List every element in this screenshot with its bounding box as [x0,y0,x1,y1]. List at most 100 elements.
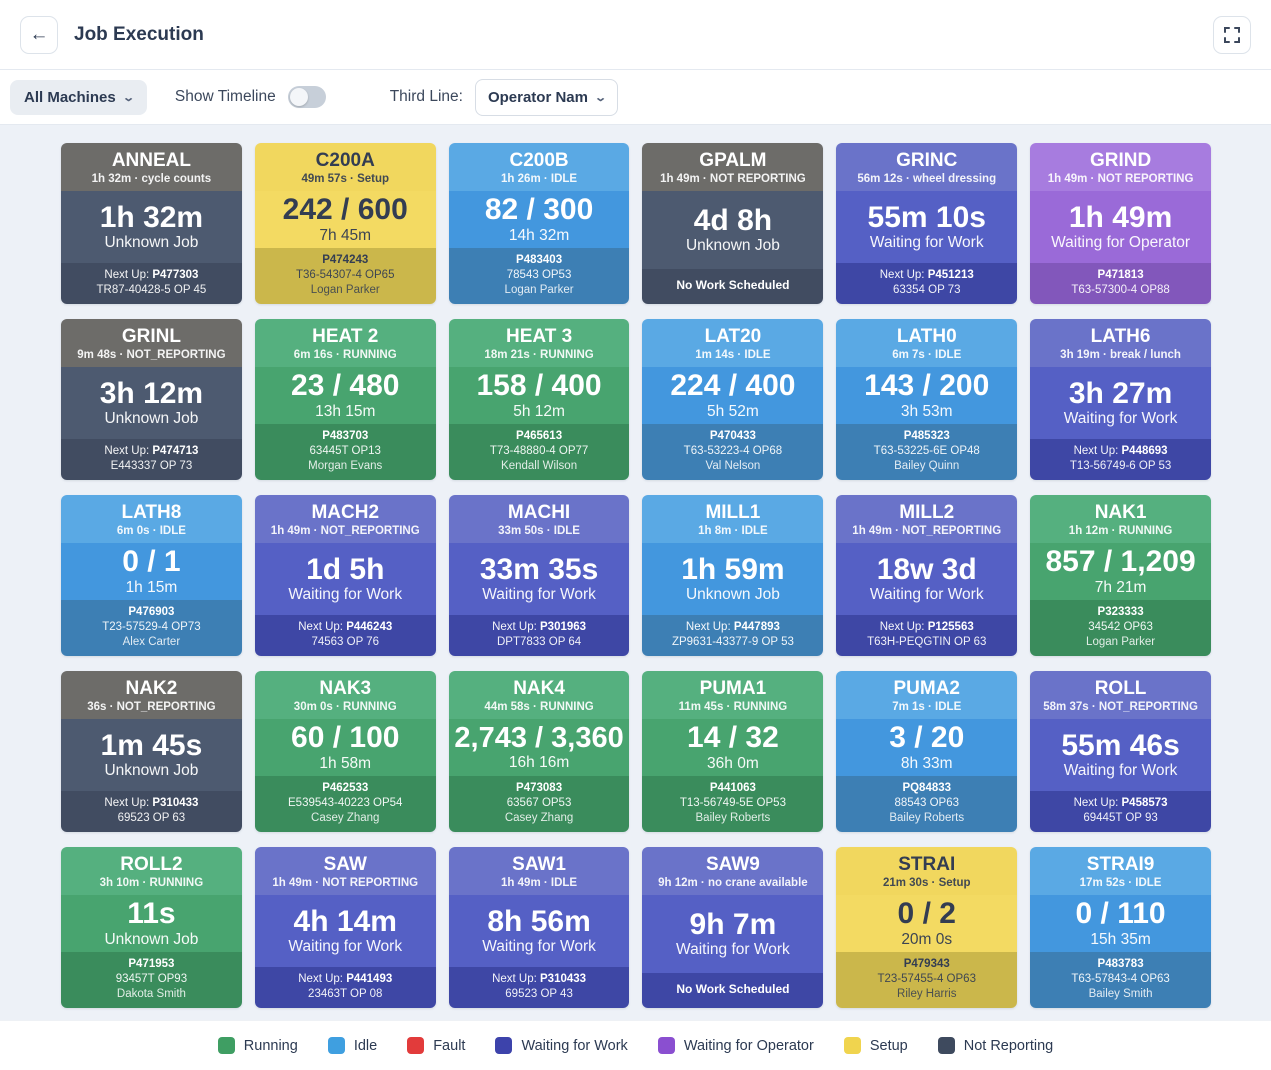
footer-job-line: P441063 [647,781,818,796]
back-button[interactable]: ← [20,15,58,54]
tile-header: LATH6 3h 19m · break / lunch [1030,319,1211,367]
legend-label: Waiting for Operator [683,1037,814,1054]
machine-name: NAK2 [125,678,178,699]
machine-tile[interactable]: GRIND 1h 49m · NOT REPORTING 1h 49m Wait… [1030,143,1211,304]
machine-name: NAK3 [319,678,372,699]
tile-body: 1d 5h Waiting for Work [254,542,436,616]
filter-toolbar: All Machines ⌄ Show Timeline Third Line:… [0,70,1271,125]
machine-secondary-label: 5h 52m [707,402,759,420]
legend-swatch-icon [843,1037,861,1054]
machine-tile[interactable]: NAK2 36s · NOT_REPORTING 1m 45s Unknown … [61,671,242,832]
machine-primary-value: 143 / 200 [864,369,990,403]
machine-tile[interactable]: GRINC 56m 12s · wheel dressing 55m 10s W… [836,143,1018,304]
next-up-label: Next Up: [1073,797,1122,810]
machine-tile[interactable]: NAK4 44m 58s · RUNNING 2,743 / 3,360 16h… [448,671,630,832]
tile-header: LATH8 6m 0s · IDLE [61,495,242,543]
machine-tile[interactable]: LATH0 6m 7s · IDLE 143 / 200 3h 53m P485… [836,319,1018,480]
footer-job-line: P323333 [1035,605,1206,620]
tile-header: NAK1 1h 12m · RUNNING [1030,495,1211,543]
machine-tile[interactable]: SAW 1h 49m · NOT REPORTING 4h 14m Waitin… [254,847,436,1008]
machine-tile[interactable]: HEAT 3 18m 21s · RUNNING 158 / 400 5h 12… [448,319,630,480]
machine-tile[interactable]: MILL1 1h 8m · IDLE 1h 59m Unknown Job Ne… [642,495,824,656]
legend-label: Waiting for Work [521,1037,628,1054]
machine-name: PUMA1 [699,678,767,699]
machine-name: PUMA2 [893,678,960,699]
machine-status-subtitle: 6m 7s · IDLE [892,348,962,361]
machine-status-subtitle: 44m 58s · RUNNING [484,700,594,713]
part-number: T63-57843-4 OP63 [1071,973,1170,986]
tile-body: 1h 59m Unknown Job [642,542,824,616]
job-number: P458573 [1121,797,1168,810]
machine-status-subtitle: 1h 49m · IDLE [501,876,578,889]
machine-primary-value: 1h 49m [1068,200,1173,234]
legend-item: Not Reporting [937,1037,1053,1054]
machine-tile[interactable]: SAW9 9h 12m · no crane available 9h 7m W… [642,847,824,1008]
third-line-dropdown[interactable]: Operator Nam ⌄ [474,78,619,116]
machine-tile[interactable]: PUMA1 11m 45s · RUNNING 14 / 32 36h 0m P… [642,671,824,832]
machine-status-subtitle: 30m 0s · RUNNING [293,700,397,713]
machine-tile[interactable]: MACH2 1h 49m · NOT_REPORTING 1d 5h Waiti… [254,495,436,656]
machine-secondary-label: 20m 0s [901,930,953,948]
machine-tile[interactable]: C200B 1h 26m · IDLE 82 / 300 14h 32m P48… [448,143,630,304]
tile-footer: Next Up: P451213 63354 OP 73 [836,263,1018,304]
machine-tile[interactable]: MILL2 1h 49m · NOT_REPORTING 18w 3d Wait… [836,495,1018,656]
tile-footer: Next Up: P441493 23463T OP 08 [254,967,436,1008]
machine-tile[interactable]: SAW1 1h 49m · IDLE 8h 56m Waiting for Wo… [448,847,630,1008]
machine-secondary-label: 5h 12m [513,402,565,420]
machine-status-subtitle: 1h 49m · NOT_REPORTING [852,524,1002,537]
tile-footer: P485323 T63-53225-6E OP48 Bailey Quinn [836,424,1018,480]
machine-secondary-label: Waiting for Work [869,234,984,252]
tile-header: ROLL 58m 37s · NOT_REPORTING [1030,671,1211,719]
machine-primary-value: 11s [127,897,176,931]
job-number: P476903 [128,606,175,619]
machine-tile[interactable]: GPALM 1h 49m · NOT REPORTING 4d 8h Unkno… [642,143,824,304]
machine-tile[interactable]: ROLL 58m 37s · NOT_REPORTING 55m 46s Wai… [1030,671,1211,832]
machine-tile[interactable]: GRINL 9m 48s · NOT_REPORTING 3h 12m Unkn… [61,319,242,480]
third-line-label: Third Line: [389,88,463,105]
tile-footer: Next Up: P448693 T13-56749-6 OP 53 [1030,439,1211,480]
machine-name: ROLL2 [120,854,183,875]
machine-tile[interactable]: HEAT 2 6m 16s · RUNNING 23 / 480 13h 15m… [254,319,436,480]
machine-name: MILL2 [899,502,955,523]
machine-name: GRIND [1089,150,1152,171]
machine-name: LAT20 [704,326,762,347]
next-up-label: Next Up: [298,973,347,986]
machine-primary-value: 4h 14m [293,904,397,938]
machine-tile[interactable]: C200A 49m 57s · Setup 242 / 600 7h 45m P… [254,143,436,304]
machine-status-subtitle: 6m 0s · IDLE [116,524,186,537]
machine-secondary-label: 1h 58m [319,754,372,772]
machine-tile[interactable]: PUMA2 7m 1s · IDLE 3 / 20 8h 33m PQ84833… [836,671,1018,832]
machine-tile[interactable]: MACHI 33m 50s · IDLE 33m 35s Waiting for… [448,495,630,656]
job-number: P447893 [733,621,780,634]
machine-tile[interactable]: ROLL2 3h 10m · RUNNING 11s Unknown Job P… [61,847,242,1008]
tile-footer: Next Up: P447893 ZP9631-43377-9 OP 53 [642,615,824,656]
machine-secondary-label: Waiting for Work [869,586,984,604]
machine-name: STRAI9 [1086,854,1155,875]
tile-header: LATH0 6m 7s · IDLE [836,319,1018,367]
tile-body: 0 / 2 20m 0s [836,894,1018,953]
no-work-message: No Work Scheduled [676,278,790,293]
operator-name: Dakota Smith [116,988,186,1001]
machines-filter-dropdown[interactable]: All Machines ⌄ [10,79,147,115]
operator-name: Bailey Smith [1088,988,1153,1001]
next-up-label: Next Up: [685,621,734,634]
machine-secondary-label: Waiting for Work [676,941,790,959]
job-number: P441063 [709,782,756,795]
machine-tile[interactable]: LATH8 6m 0s · IDLE 0 / 1 1h 15m P476903 T… [61,495,242,656]
machine-tile[interactable]: NAK1 1h 12m · RUNNING 857 / 1,209 7h 21m… [1030,495,1211,656]
machine-tile[interactable]: NAK3 30m 0s · RUNNING 60 / 100 1h 58m P4… [254,671,436,832]
next-up-label: Next Up: [879,269,928,282]
machine-tile[interactable]: ANNEAL 1h 32m · cycle counts 1h 32m Unkn… [61,143,242,304]
machine-secondary-label: 13h 15m [315,402,376,420]
show-timeline-toggle[interactable] [287,86,326,108]
fullscreen-button[interactable] [1213,15,1251,54]
tile-body: 18w 3d Waiting for Work [836,542,1018,616]
fullscreen-icon [1224,26,1240,43]
machine-tile[interactable]: LAT20 1m 14s · IDLE 224 / 400 5h 52m P47… [642,319,824,480]
machine-tile[interactable]: LATH6 3h 19m · break / lunch 3h 27m Wait… [1030,319,1211,480]
machine-tile[interactable]: STRAI 21m 30s · Setup 0 / 2 20m 0s P4793… [836,847,1018,1008]
tile-footer: P323333 34542 OP63 Logan Parker [1030,600,1211,656]
legend-swatch-icon [657,1037,675,1054]
machine-tile[interactable]: STRAI9 17m 52s · IDLE 0 / 110 15h 35m P4… [1030,847,1211,1008]
job-number: P474243 [322,254,369,267]
